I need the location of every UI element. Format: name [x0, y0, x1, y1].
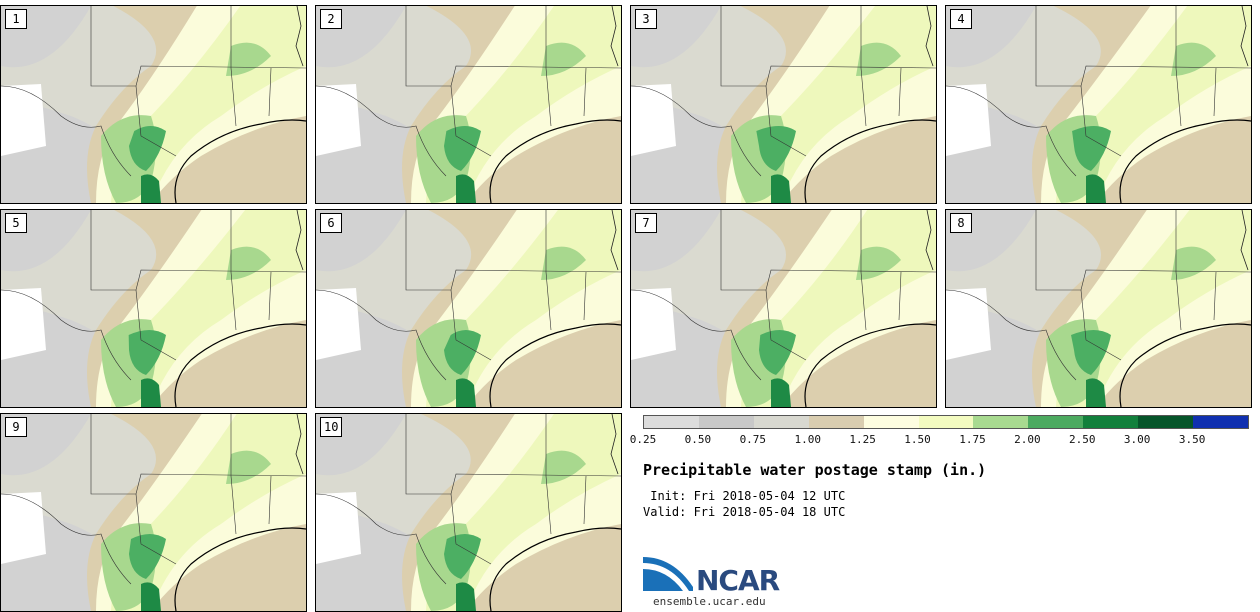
colorbar-tick-label: 3.00	[1123, 433, 1151, 446]
member-number-label: 3	[635, 9, 657, 29]
colorbar-tick-label: 1.50	[904, 433, 931, 446]
colorbar-tick-label: 1.00	[794, 433, 821, 446]
init-time: Init: Fri 2018-05-04 12 UTC	[643, 489, 846, 503]
colorbar-segment	[863, 416, 919, 428]
colorbar-ticks: 0.25 0.50 0.75 1.00 1.25 1.50 1.75 2.00 2.50 3.00…	[630, 433, 1250, 447]
colorbar-tick-label: 2.50	[1069, 433, 1096, 446]
member-number-label: 9	[5, 417, 27, 437]
colorbar-segment	[644, 416, 699, 428]
member-map-panel: 9	[0, 413, 307, 612]
ncar-logo-text: NCAR	[696, 564, 780, 597]
valid-time: Valid: Fri 2018-05-04 18 UTC	[643, 505, 846, 519]
colorbar-tick-label: 1.75	[959, 433, 986, 446]
member-map-panel: 5	[0, 209, 307, 408]
plot-title: Precipitable water postage stamp (in.)	[643, 461, 987, 479]
colorbar-segment	[753, 416, 809, 428]
colorbar-segment	[1193, 416, 1248, 428]
member-number-label: 7	[635, 213, 657, 233]
colorbar-tick-label: 0.25	[629, 433, 657, 446]
colorbar-segment	[1083, 416, 1139, 428]
member-number-label: 5	[5, 213, 27, 233]
site-url: ensemble.ucar.edu	[653, 595, 766, 608]
colorbar-tick-label: 1.25	[849, 433, 876, 446]
member-map-panel: 10	[315, 413, 622, 612]
member-map-panel: 3	[630, 5, 937, 204]
member-map-panel: 6	[315, 209, 622, 408]
colorbar-tick-label: 0.50	[684, 433, 712, 446]
colorbar-segment	[1028, 416, 1084, 428]
colorbar	[643, 415, 1249, 429]
colorbar-tick-label: 2.00	[1014, 433, 1041, 446]
member-number-label: 4	[950, 9, 972, 29]
colorbar-tick-label: 0.75	[739, 433, 767, 446]
member-number-label: 6	[320, 213, 342, 233]
member-number-label: 10	[320, 417, 343, 437]
member-map-panel: 8	[945, 209, 1252, 408]
member-map-panel: 1	[0, 5, 307, 204]
colorbar-segment	[973, 416, 1029, 428]
colorbar-tick-label: 3.50	[1178, 433, 1206, 446]
colorbar-segment	[808, 416, 864, 428]
member-map-panel: 7	[630, 209, 937, 408]
member-map-panel: 4	[945, 5, 1252, 204]
colorbar-segment	[698, 416, 754, 428]
colorbar-segment	[918, 416, 974, 428]
ncar-logo-icon	[643, 557, 693, 591]
member-number-label: 1	[5, 9, 27, 29]
colorbar-segment	[1138, 416, 1194, 428]
member-map-panel: 2	[315, 5, 622, 204]
member-number-label: 8	[950, 213, 972, 233]
member-number-label: 2	[320, 9, 342, 29]
